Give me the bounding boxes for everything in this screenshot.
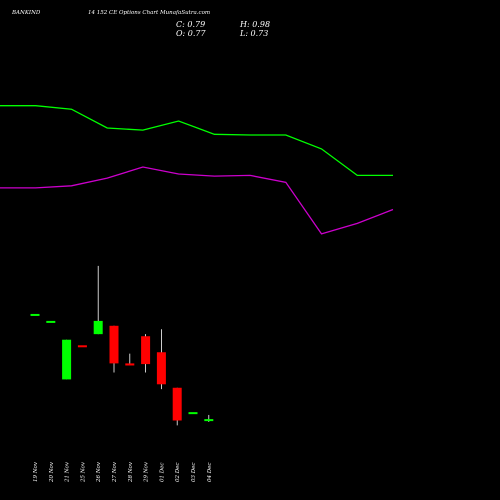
candle-body xyxy=(109,325,119,364)
candle-body xyxy=(46,320,56,323)
x-tick-label: 27 Nov xyxy=(112,461,118,483)
candle xyxy=(93,265,103,335)
candle xyxy=(156,329,166,390)
x-tick-label: 28 Nov xyxy=(128,461,134,483)
candle-body xyxy=(125,363,135,366)
candle xyxy=(141,334,151,373)
high-value: H: 0.98 xyxy=(239,20,270,29)
candle xyxy=(125,353,135,366)
lower-band-line xyxy=(0,166,394,235)
candle-body xyxy=(62,339,72,380)
upper-band-line xyxy=(0,105,393,177)
x-tick-label: 25 Nov xyxy=(80,461,86,483)
candle xyxy=(188,412,198,415)
candle-body xyxy=(141,336,151,365)
x-tick-label: 29 Nov xyxy=(144,461,150,483)
candles xyxy=(30,265,214,426)
candle-body xyxy=(77,345,87,348)
candle-body xyxy=(188,412,198,415)
candle-body xyxy=(172,387,182,421)
x-tick-label: 03 Dec xyxy=(191,463,197,483)
x-tick-label: 02 Dec xyxy=(175,463,181,483)
band-lines xyxy=(0,105,394,235)
candle xyxy=(46,320,56,323)
candle-body xyxy=(30,313,40,316)
symbol-label: BANKIND xyxy=(11,10,41,16)
candle xyxy=(77,345,87,348)
close-value: C: 0.79 xyxy=(176,20,205,29)
x-axis-ticks: 19 Nov 20 Nov 21 Nov 25 Nov 26 Nov 27 Nov 28 N… xyxy=(33,461,213,483)
open-value: O: 0.77 xyxy=(176,29,207,38)
candle xyxy=(172,387,182,426)
x-tick-label: 01 Dec xyxy=(159,463,165,483)
candle-body xyxy=(204,419,214,422)
x-tick-label: 26 Nov xyxy=(96,461,102,483)
candle xyxy=(204,414,214,422)
candle-body xyxy=(93,320,103,335)
candle xyxy=(30,313,40,316)
x-tick-label: 19 Nov xyxy=(33,461,39,482)
x-tick-label: 20 Nov xyxy=(49,461,55,483)
x-tick-label: 21 Nov xyxy=(65,461,71,483)
low-value: L: 0.73 xyxy=(239,29,268,38)
candle xyxy=(62,339,72,380)
candle-body xyxy=(156,352,166,385)
chart-subtitle: 14 152 CE Options Chart MunafaSutra.com xyxy=(88,10,210,16)
candle xyxy=(109,325,119,373)
x-tick-label: 04 Dec xyxy=(207,463,213,483)
